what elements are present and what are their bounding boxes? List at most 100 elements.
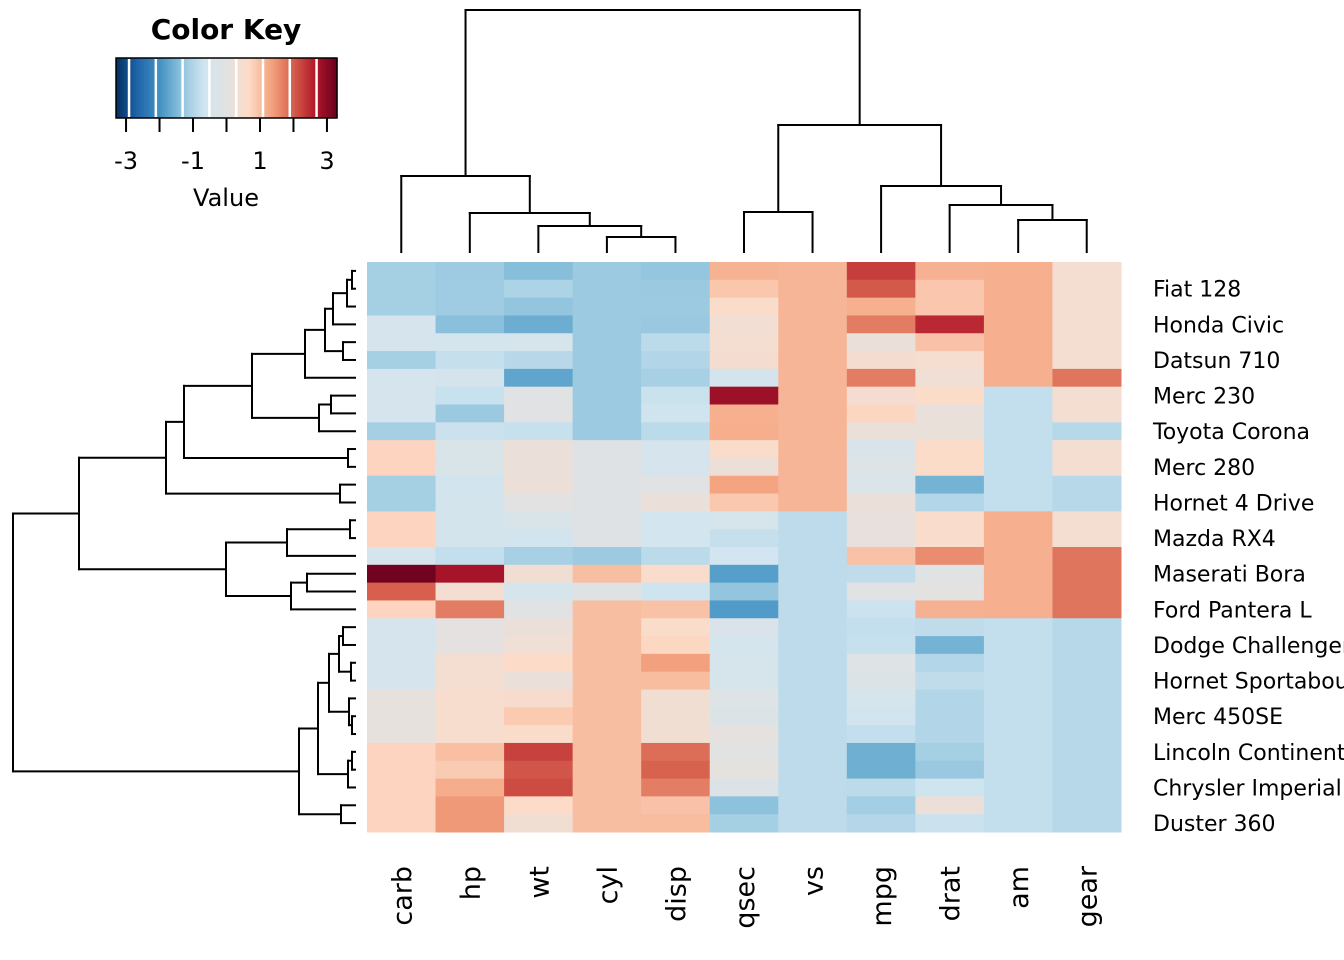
heatmap-cell bbox=[983, 511, 1053, 530]
heatmap-cell bbox=[1052, 511, 1122, 530]
heatmap-cell bbox=[367, 760, 437, 780]
heatmap-cell bbox=[983, 262, 1053, 281]
heatmap-cell bbox=[641, 760, 711, 780]
heatmap-cell bbox=[1052, 333, 1122, 352]
color-key-swatch bbox=[116, 58, 119, 118]
heatmap-cell bbox=[983, 493, 1053, 512]
heatmap-cell bbox=[504, 333, 574, 352]
heatmap-cell bbox=[778, 529, 848, 548]
heatmap-cell bbox=[915, 315, 985, 334]
heatmap-cell bbox=[983, 671, 1053, 690]
heatmap-cell bbox=[709, 333, 779, 352]
color-key-swatch bbox=[248, 58, 252, 118]
color-key-swatch bbox=[274, 58, 278, 118]
heatmap-cell bbox=[983, 368, 1053, 388]
heatmap-cell bbox=[435, 529, 505, 548]
color-key-swatch bbox=[224, 58, 228, 118]
heatmap-cell bbox=[435, 493, 505, 512]
heatmap-cell bbox=[641, 315, 711, 334]
heatmap-cell bbox=[983, 796, 1053, 815]
color-key-swatch bbox=[264, 58, 268, 118]
heatmap-cell bbox=[778, 636, 848, 655]
heatmap-cell bbox=[504, 671, 574, 690]
row-label: Merc 450SE bbox=[1153, 705, 1283, 730]
heatmap-cell bbox=[504, 511, 574, 530]
heatmap-cell bbox=[641, 600, 711, 619]
heatmap-cell bbox=[778, 511, 848, 530]
heatmap-cell bbox=[367, 511, 437, 530]
color-key-swatch bbox=[270, 58, 274, 118]
row-label: Duster 360 bbox=[1153, 812, 1276, 837]
heatmap-cell bbox=[778, 600, 848, 619]
color-key-swatch bbox=[198, 58, 201, 118]
color-key-swatch bbox=[200, 58, 203, 118]
heatmap-cell bbox=[709, 457, 779, 477]
heatmap-cell bbox=[641, 582, 711, 601]
heatmap-cell bbox=[435, 707, 505, 726]
color-key-swatch bbox=[186, 58, 189, 118]
heatmap-cell bbox=[572, 529, 642, 548]
color-key-swatch bbox=[250, 58, 254, 118]
heatmap-cell bbox=[915, 511, 985, 530]
row-label: Ford Pantera L bbox=[1153, 598, 1312, 623]
heatmap-cell bbox=[504, 689, 574, 708]
color-key-swatch bbox=[310, 58, 314, 118]
color-key-swatch bbox=[188, 58, 191, 118]
heatmap-cell bbox=[435, 636, 505, 655]
heatmap-cell bbox=[641, 618, 711, 637]
heatmap-cell bbox=[915, 742, 985, 762]
heatmap-cell bbox=[778, 279, 848, 299]
color-key-swatch bbox=[176, 58, 179, 118]
color-key-swatch bbox=[162, 58, 165, 118]
heatmap-cell bbox=[846, 547, 916, 566]
heatmap-cell bbox=[915, 333, 985, 352]
heatmap-cell bbox=[846, 742, 916, 762]
heatmap-cell bbox=[778, 707, 848, 726]
heatmap-cell bbox=[504, 636, 574, 655]
heatmap-cell bbox=[915, 547, 985, 566]
color-key-swatch bbox=[296, 58, 300, 118]
heatmap-cell bbox=[572, 618, 642, 637]
heatmap-cell bbox=[435, 368, 505, 388]
heatmap-cell bbox=[915, 457, 985, 477]
heatmap-cell bbox=[504, 760, 574, 780]
color-key-tick-label: 1 bbox=[252, 147, 267, 175]
heatmap-cell bbox=[846, 600, 916, 619]
heatmap-cell bbox=[709, 404, 779, 423]
heatmap-cell bbox=[572, 333, 642, 352]
heatmap-cell bbox=[367, 814, 437, 833]
row-label: Hornet Sportabout bbox=[1153, 670, 1344, 695]
heatmap-cell bbox=[504, 707, 574, 726]
heatmap-cell bbox=[983, 440, 1053, 459]
column-label: hp bbox=[456, 866, 487, 900]
heatmap-cell bbox=[915, 689, 985, 708]
heatmap-cell bbox=[915, 760, 985, 780]
heatmap-cell bbox=[641, 671, 711, 690]
heatmap-cell bbox=[504, 493, 574, 512]
heatmap-cell bbox=[435, 618, 505, 637]
color-key-bar bbox=[115, 57, 338, 119]
heatmap-cell bbox=[778, 742, 848, 762]
heatmap-cell bbox=[915, 796, 985, 815]
heatmap-cell bbox=[1052, 386, 1122, 405]
heatmap-cell bbox=[983, 547, 1053, 566]
color-key-swatch bbox=[156, 58, 159, 118]
heatmap-cell bbox=[915, 279, 985, 299]
heatmap-cell bbox=[983, 351, 1053, 370]
heatmap-cell bbox=[572, 404, 642, 423]
heatmap-cell bbox=[435, 814, 505, 833]
heatmap-cell bbox=[846, 796, 916, 815]
color-key-swatch bbox=[148, 58, 151, 118]
color-key-swatch bbox=[326, 58, 330, 118]
color-key-swatch bbox=[214, 58, 218, 118]
heatmap-cell bbox=[778, 547, 848, 566]
color-key-swatch bbox=[252, 58, 256, 118]
heatmap-cell bbox=[709, 600, 779, 619]
heatmap-cell bbox=[846, 760, 916, 780]
heatmap-cell bbox=[1052, 600, 1122, 619]
color-key-swatch bbox=[210, 58, 214, 118]
heatmap-cell bbox=[1052, 689, 1122, 708]
heatmap-cell bbox=[572, 315, 642, 334]
heatmap-cell bbox=[846, 440, 916, 459]
